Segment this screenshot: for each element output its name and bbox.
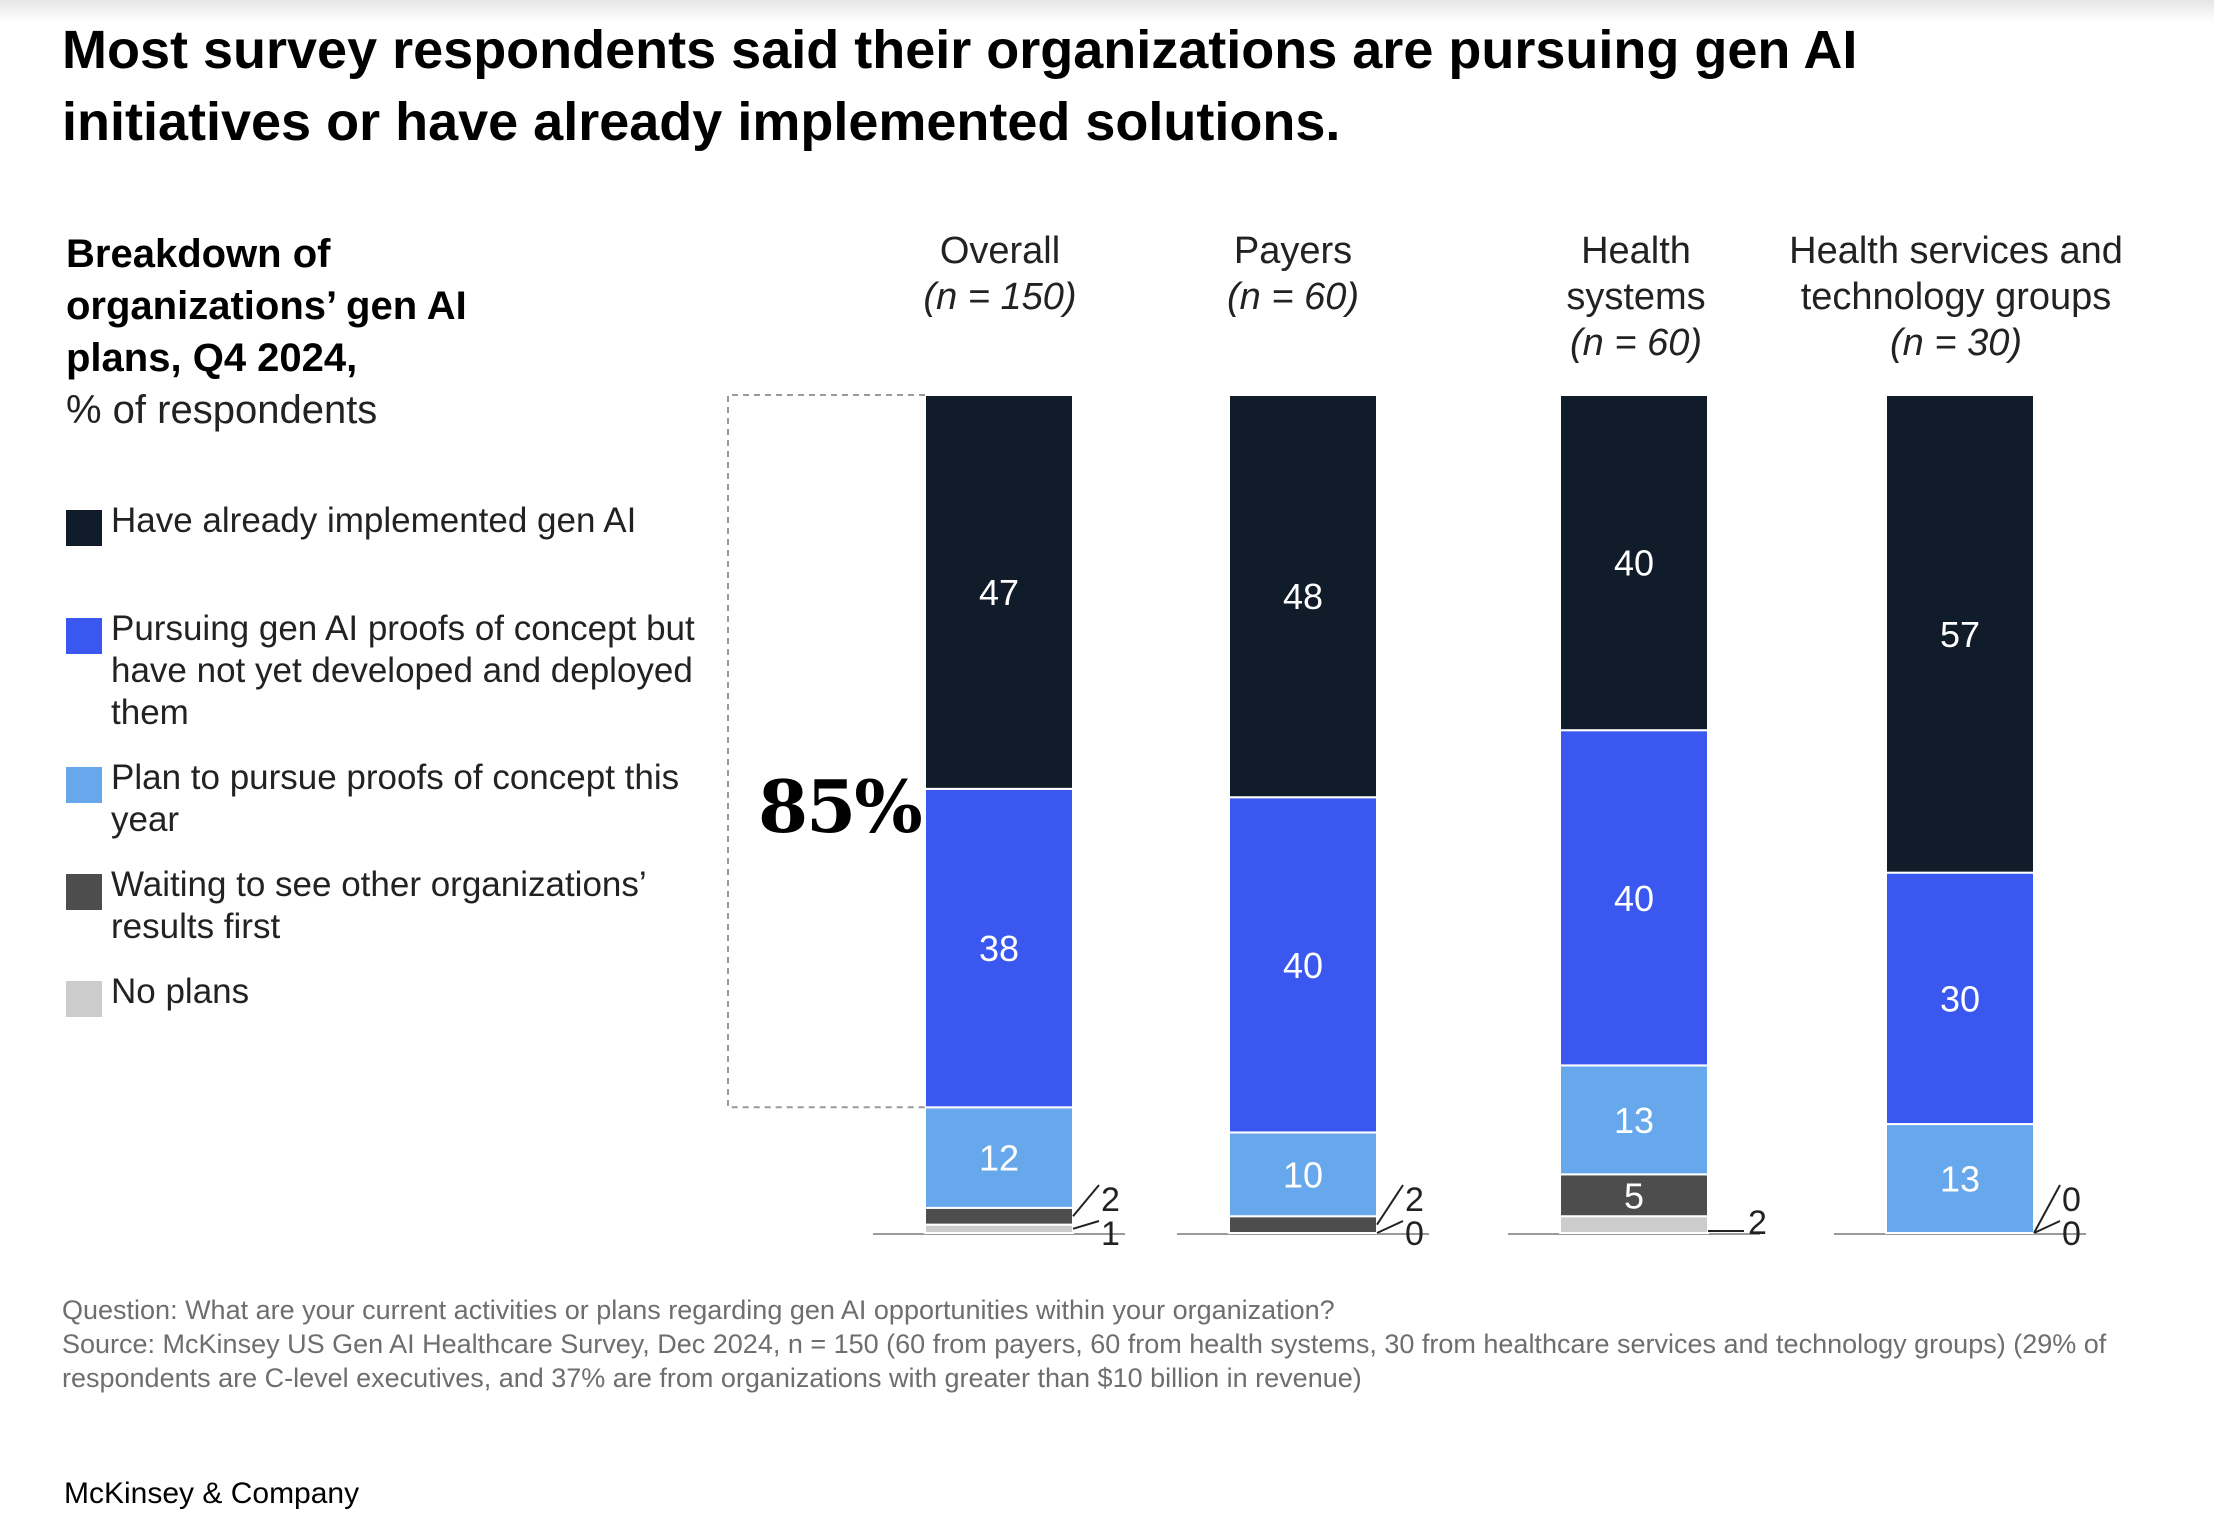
data-label-payers-waiting: 2 [1405, 1181, 1424, 1219]
leader-line-health-services-waiting [2033, 1184, 2061, 1234]
category-label: Payers [1233, 230, 1353, 272]
data-label-overall-no-plans: 1 [1101, 1215, 1120, 1253]
category-label: Overall [939, 230, 1061, 272]
bar-segment-payers-pursuing [1228, 796, 1378, 1134]
category-sample-size: (n = 60) [1226, 276, 1360, 318]
legend-swatch-implemented [66, 510, 102, 546]
data-label-health-services-waiting: 0 [2062, 1181, 2081, 1219]
callout-85-percent: 85% [758, 764, 923, 849]
data-label-health-services-implemented: 57 [1940, 614, 1980, 655]
footnote-source: Source: McKinsey US Gen AI Healthcare Su… [62, 1329, 2107, 1393]
bar-segment-health-services-pursuing [1885, 871, 2035, 1126]
chart-footnote: Question: What are your current activiti… [62, 1293, 2112, 1395]
category-header-health-systems: Health systems (n = 60) [1436, 228, 1836, 366]
bar-segment-overall-no-plans [924, 1223, 1074, 1234]
legend-swatch-waiting [66, 874, 102, 910]
bar-segment-overall-plan [924, 1106, 1074, 1209]
bar-segment-health-systems-pursuing [1559, 729, 1709, 1067]
data-label-health-systems-waiting: 5 [1624, 1175, 1644, 1216]
subtitle-line-1: Breakdown of [66, 232, 331, 276]
chart-subtitle: Breakdown of organizations’ gen AI plans… [66, 228, 686, 436]
leader-line-overall-waiting [1072, 1184, 1100, 1217]
data-label-overall-plan: 12 [979, 1138, 1019, 1179]
data-label-health-systems-implemented: 40 [1614, 543, 1654, 584]
leader-line-health-services-no-plans [2033, 1220, 2061, 1234]
chart-headline: Most survey respondents said their organ… [62, 20, 1858, 152]
bar-segment-payers-waiting [1228, 1215, 1378, 1234]
leader-line-payers-no-plans [1376, 1220, 1404, 1234]
brand-logo-text: McKinsey & Company [64, 1477, 360, 1510]
category-sample-size: (n = 150) [923, 276, 1077, 318]
legend-swatch-no-plans [66, 981, 102, 1017]
data-label-health-services-pursuing: 30 [1940, 978, 1980, 1019]
category-header-payers: Payers (n = 60) [1093, 228, 1493, 320]
category-header-overall: Overall (n = 150) [800, 228, 1200, 320]
legend-label-pursuing: Pursuing gen AI proofs of concept but ha… [111, 609, 695, 732]
bar-segment-health-systems-waiting [1559, 1173, 1709, 1218]
bar-segment-overall-implemented [924, 394, 1074, 790]
data-label-health-services-no-plans: 0 [2062, 1215, 2081, 1253]
leader-line-payers-waiting [1376, 1184, 1404, 1226]
data-label-payers-implemented: 48 [1283, 576, 1323, 617]
bar-segment-overall-pursuing [924, 787, 1074, 1109]
data-label-health-systems-pursuing: 40 [1614, 878, 1654, 919]
bar-segment-health-systems-implemented [1559, 394, 1709, 732]
bar-segment-payers-plan [1228, 1131, 1378, 1218]
legend-label-waiting: Waiting to see other organizations’ resu… [111, 865, 646, 946]
legend-swatch-pursuing [66, 618, 102, 654]
legend-label-plan: Plan to pursue proofs of concept this ye… [111, 758, 680, 839]
category-sample-size: (n = 30) [1889, 322, 2023, 364]
category-sample-size: (n = 60) [1569, 322, 1703, 364]
bar-segment-health-systems-no-plans [1559, 1215, 1709, 1234]
top-edge-shading [0, 0, 2214, 22]
category-header-health-services: Health services and technology groups (n… [1756, 228, 2156, 366]
bar-segment-health-services-implemented [1885, 394, 2035, 874]
data-label-overall-implemented: 47 [979, 572, 1019, 613]
bar-segment-health-services-plan [1885, 1123, 2035, 1235]
legend-swatch-plan [66, 767, 102, 803]
data-label-health-services-plan: 13 [1940, 1159, 1980, 1200]
category-label: Health services and technology groups [1789, 230, 2123, 318]
subtitle-line-3: plans, Q4 2024, [66, 336, 358, 380]
bar-segment-payers-implemented [1228, 394, 1378, 799]
data-label-overall-pursuing: 38 [979, 928, 1019, 969]
data-label-payers-no-plans: 0 [1405, 1215, 1424, 1253]
data-label-health-systems-plan: 13 [1614, 1100, 1654, 1141]
callout-bracket-85-percent [727, 394, 925, 1109]
subtitle-line-2: organizations’ gen AI [66, 284, 467, 328]
legend-label-implemented: Have already implemented gen AI [111, 501, 637, 540]
subtitle-unit: % of respondents [66, 388, 378, 432]
data-label-overall-waiting: 2 [1101, 1181, 1120, 1219]
legend-label-no-plans: No plans [111, 972, 250, 1011]
data-label-health-systems-no-plans: 2 [1748, 1204, 1767, 1242]
category-label: Health systems [1566, 230, 1706, 318]
leader-line-overall-no-plans [1072, 1220, 1100, 1230]
footnote-question: Question: What are your current activiti… [62, 1295, 1335, 1325]
data-label-payers-plan: 10 [1283, 1154, 1323, 1195]
bar-segment-overall-waiting [924, 1206, 1074, 1226]
data-label-payers-pursuing: 40 [1283, 945, 1323, 986]
